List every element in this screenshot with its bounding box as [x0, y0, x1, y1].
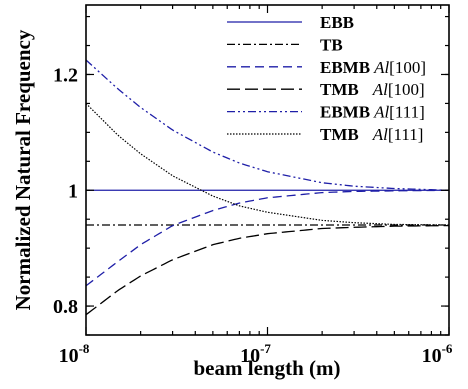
- series-line-6: [86, 102, 449, 226]
- legend-label: EBMB Al[111]: [320, 103, 425, 122]
- x-axis-title: beam length (m): [194, 356, 341, 380]
- x-tick-label: 10-7: [240, 341, 271, 367]
- tick-labels: 0.8 1 1.2 10-8 10-7 10-6: [53, 64, 453, 367]
- legend-label: TB: [320, 35, 343, 54]
- series-layer: [86, 59, 449, 316]
- legend-label: EBB: [320, 13, 354, 32]
- series-line-5: [86, 59, 449, 191]
- y-tick-label: 1: [68, 180, 78, 202]
- legend-label: TMB Al[100]: [320, 80, 425, 99]
- series-line-3: [86, 189, 449, 287]
- y-tick-label: 1.2: [53, 64, 78, 86]
- y-tick-label: 0.8: [53, 296, 78, 318]
- legend-label: EBMB Al[100]: [320, 58, 426, 77]
- x-tick-label: 10-8: [59, 341, 90, 367]
- tick-marks: [85, 5, 450, 336]
- legend-label: TMB Al[111]: [320, 125, 423, 144]
- legend: EBB TB EBMB Al[100] TMB Al[100] EBMB Al[111] TMB…: [227, 13, 426, 144]
- series-line-4: [86, 224, 449, 316]
- y-axis-title: Normalized Natural Frequency: [11, 29, 35, 310]
- x-tick-label: 10-6: [422, 341, 453, 367]
- plot-area-frame: [85, 4, 450, 336]
